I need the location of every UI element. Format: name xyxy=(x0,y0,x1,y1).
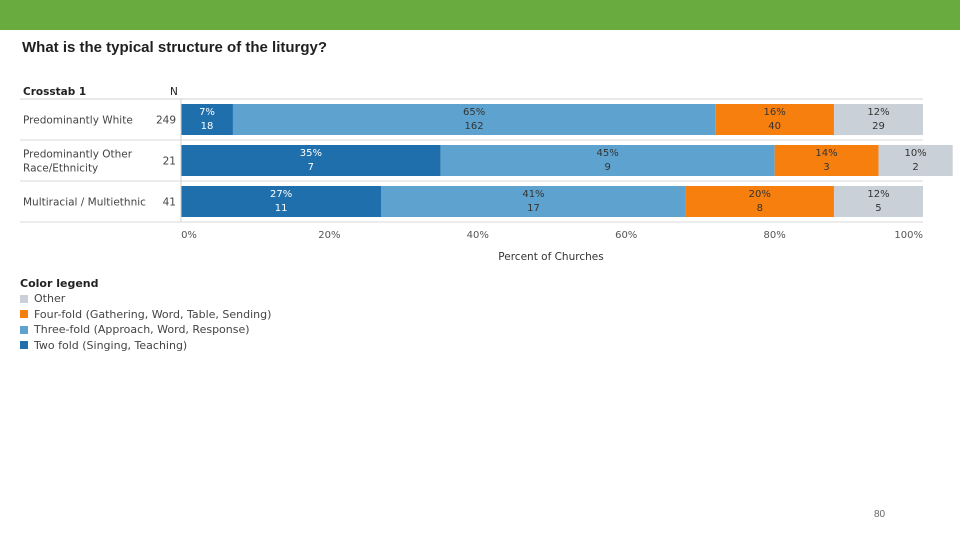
bar-percent-label: 20% xyxy=(749,189,771,200)
crosstab-header: Crosstab 1 xyxy=(23,86,86,98)
row-n-value: 21 xyxy=(163,156,176,168)
row-label: Predominantly Other xyxy=(23,149,133,161)
bar-segment xyxy=(181,104,233,135)
x-tick-label: 100% xyxy=(894,230,923,241)
bar-percent-label: 10% xyxy=(904,148,926,159)
row-label: Predominantly White xyxy=(23,115,133,127)
bar-count-label: 17 xyxy=(527,203,540,214)
row-n-value: 249 xyxy=(156,115,176,127)
x-tick-label: 80% xyxy=(763,230,785,241)
bar-percent-label: 12% xyxy=(867,189,889,200)
x-tick-label: 20% xyxy=(318,230,340,241)
legend-label-three-fold: Three-fold (Approach, Word, Response) xyxy=(34,323,250,337)
bar-segment xyxy=(440,145,775,176)
stacked-bar-chart: Crosstab 1 N Predominantly White 249 7% 18 65%… xyxy=(20,86,953,263)
n-column-header: N xyxy=(170,86,178,98)
bar-count-label: 8 xyxy=(757,203,763,214)
bar-count-label: 9 xyxy=(604,162,610,173)
bar-segment xyxy=(878,145,953,176)
x-tick-label: 0% xyxy=(181,230,197,241)
row-label: Race/Ethnicity xyxy=(23,163,98,175)
bar-segment xyxy=(232,104,716,135)
bar-count-label: 2 xyxy=(912,162,918,173)
bar-segment xyxy=(715,104,834,135)
x-axis-title: Percent of Churches xyxy=(498,251,603,263)
bar-segment xyxy=(181,145,441,176)
legend-label-other: Other xyxy=(34,292,66,306)
bar-percent-label: 16% xyxy=(763,107,785,118)
bar-percent-label: 65% xyxy=(463,107,485,118)
bar-segment xyxy=(774,145,879,176)
row-label: Multiracial / Multiethnic xyxy=(23,197,146,209)
top-accent-bar xyxy=(0,0,960,30)
x-tick-label: 60% xyxy=(615,230,637,241)
page-number: 80 xyxy=(874,509,886,520)
bar-count-label: 3 xyxy=(823,162,829,173)
bar-segment xyxy=(833,186,923,217)
bar-percent-label: 41% xyxy=(522,189,544,200)
bar-percent-label: 14% xyxy=(815,148,837,159)
legend-swatch-four-fold xyxy=(20,310,28,319)
bar-count-label: 5 xyxy=(875,203,881,214)
bar-count-label: 40 xyxy=(768,121,781,132)
legend-item-four-fold: Four-fold (Gathering, Word, Table, Sendi… xyxy=(20,307,271,323)
legend-label-two-fold: Two fold (Singing, Teaching) xyxy=(34,338,188,352)
legend-item-two-fold: Two fold (Singing, Teaching) xyxy=(20,338,271,354)
bar-percent-label: 7% xyxy=(199,107,215,118)
bar-percent-label: 45% xyxy=(597,148,619,159)
legend-title: Color legend xyxy=(20,277,99,290)
bar-count-label: 7 xyxy=(308,162,314,173)
legend-swatch-three-fold xyxy=(20,325,28,334)
row-n-value: 41 xyxy=(163,197,176,209)
legend-label-four-fold: Four-fold (Gathering, Word, Table, Sendi… xyxy=(34,307,272,321)
bar-percent-label: 12% xyxy=(867,107,889,118)
legend-swatch-two-fold xyxy=(20,341,28,350)
bar-count-label: 29 xyxy=(872,121,885,132)
legend-swatch-other xyxy=(20,294,28,303)
color-legend: Color legend Other Four-fold (Gathering,… xyxy=(20,277,271,353)
bar-segment xyxy=(833,104,923,135)
bar-count-label: 162 xyxy=(465,121,484,132)
bar-count-label: 18 xyxy=(201,121,214,132)
legend-item-other: Other xyxy=(20,291,271,307)
bar-segment xyxy=(381,186,686,217)
bar-segment xyxy=(181,186,382,217)
slide-title: What is the typical structure of the lit… xyxy=(22,39,328,56)
bar-percent-label: 35% xyxy=(300,148,322,159)
bar-segment xyxy=(685,186,834,217)
bar-percent-label: 27% xyxy=(270,189,292,200)
legend-item-three-fold: Three-fold (Approach, Word, Response) xyxy=(20,322,271,338)
x-tick-label: 40% xyxy=(467,230,489,241)
bar-count-label: 11 xyxy=(275,203,288,214)
